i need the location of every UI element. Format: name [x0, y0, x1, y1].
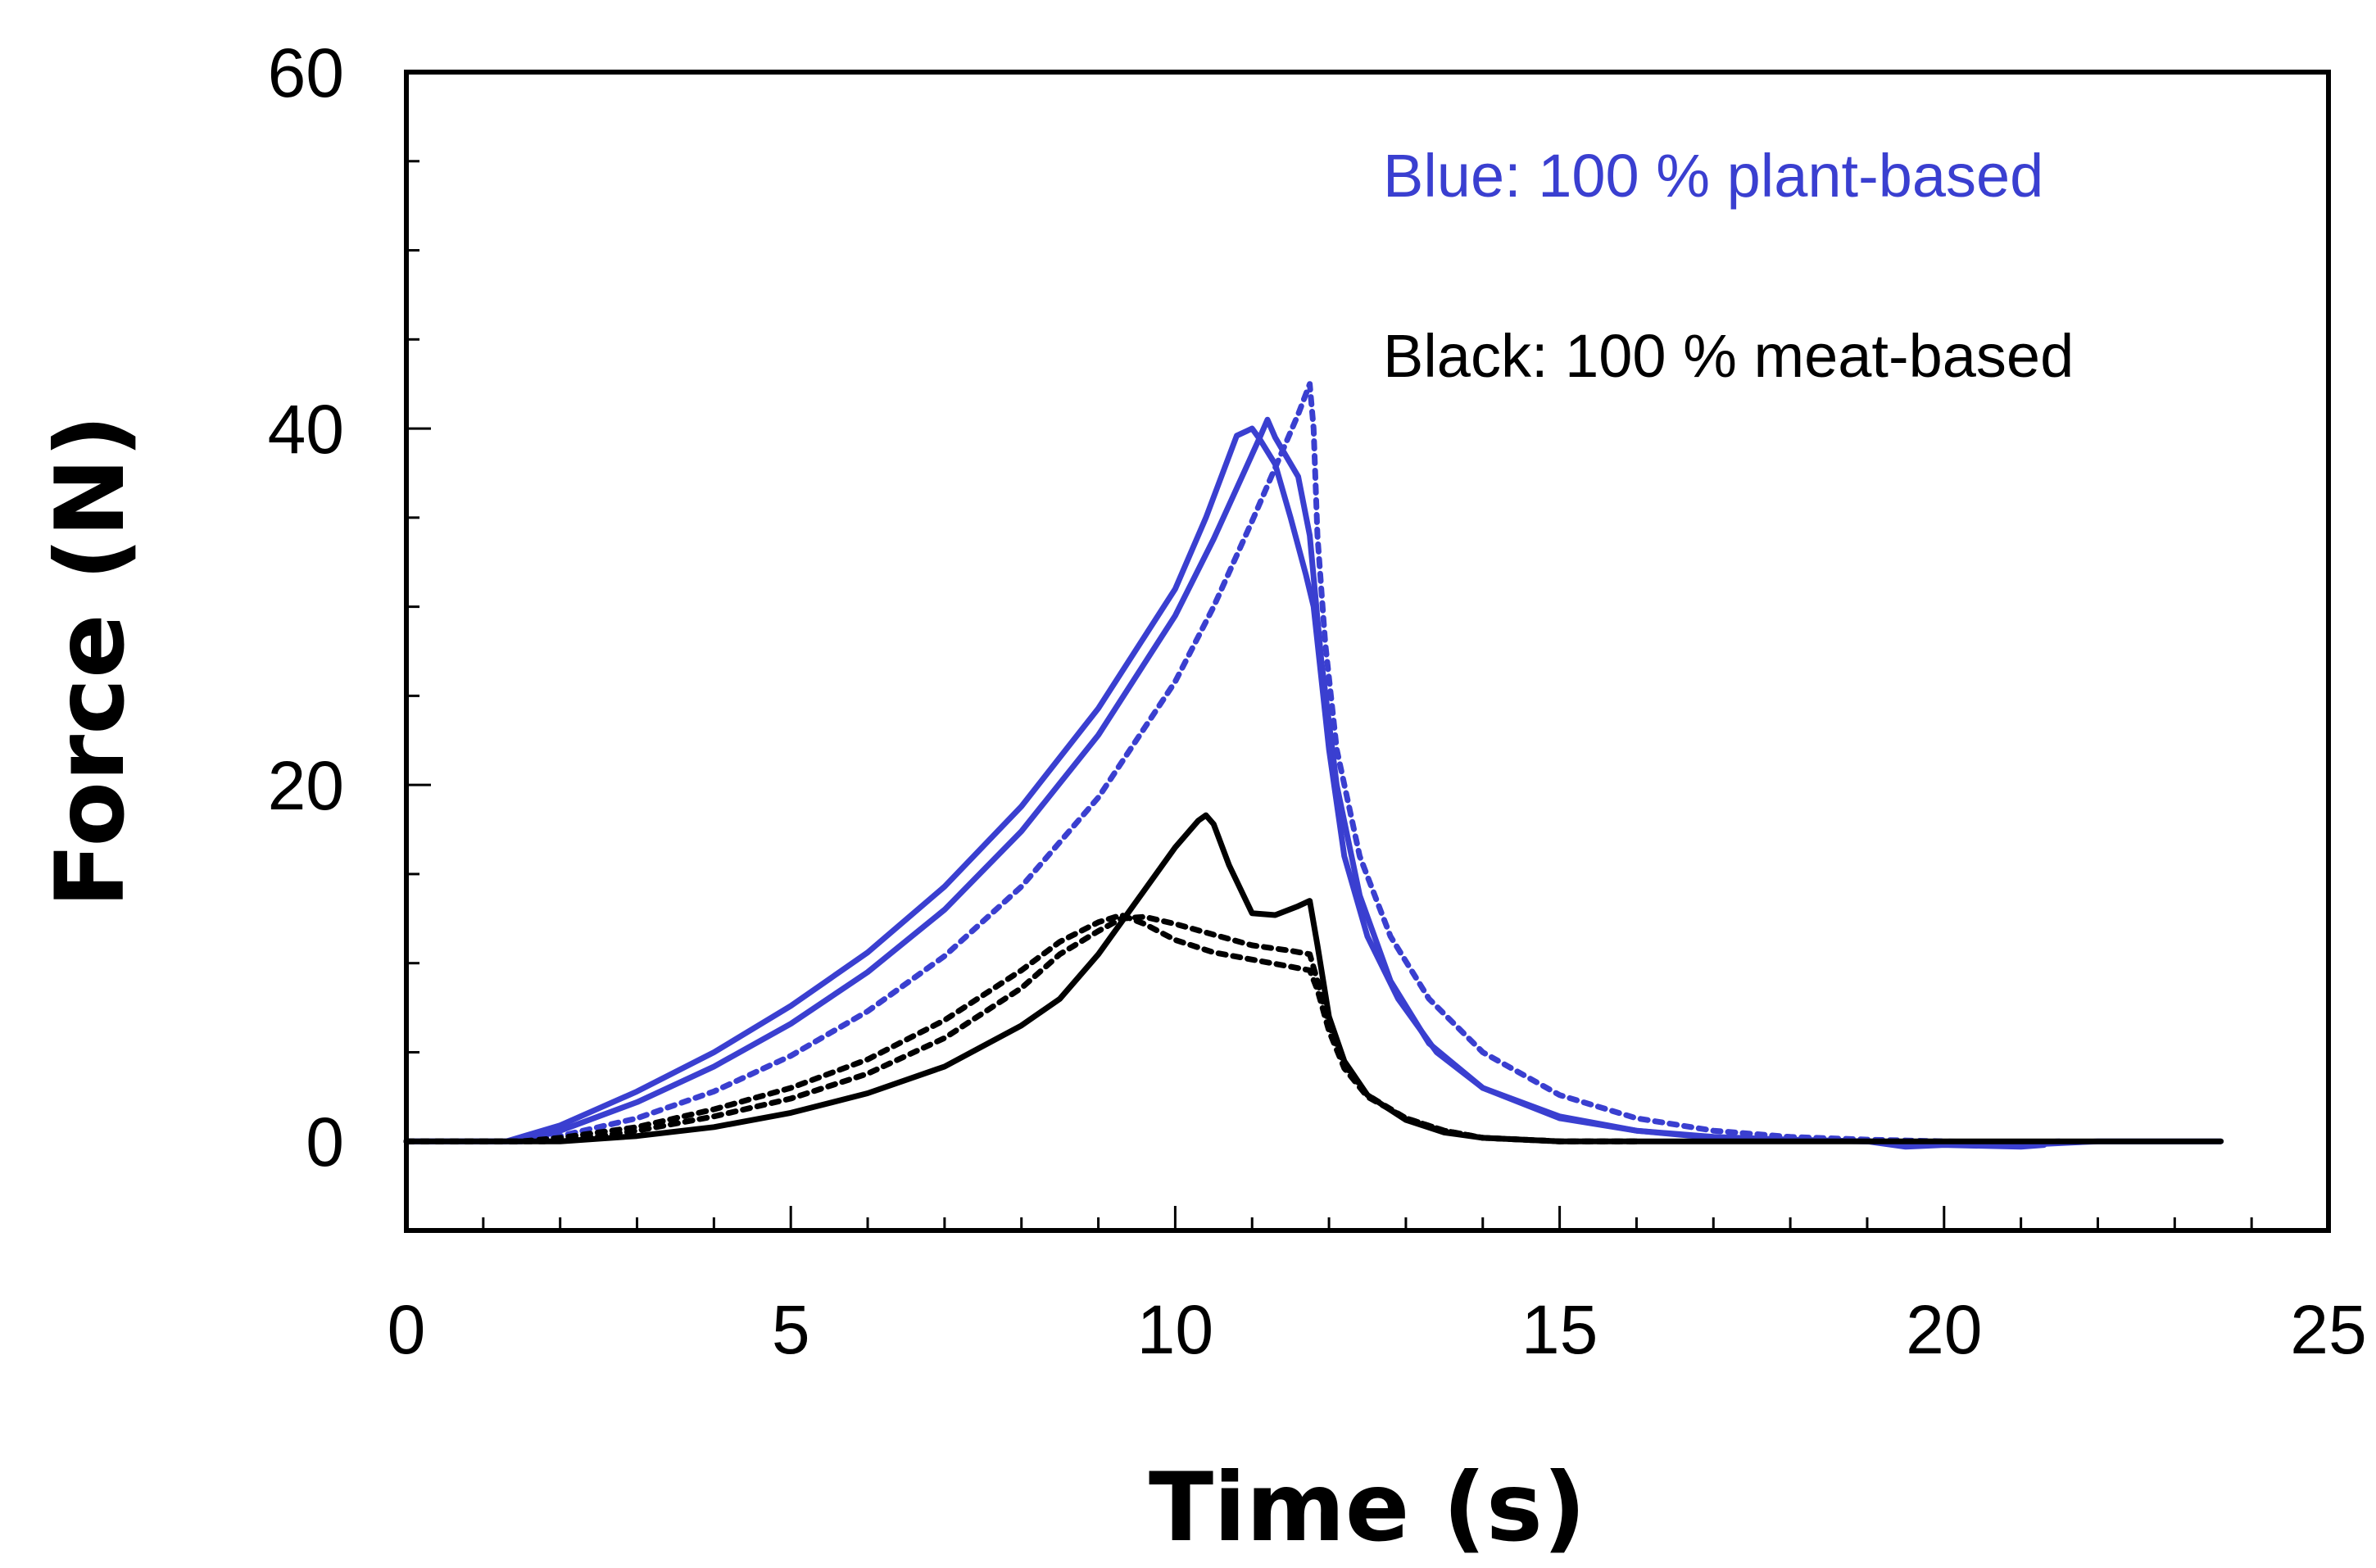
series-layer: [403, 381, 2224, 1150]
legend-plant-based: Blue: 100 % plant-based: [1383, 142, 2043, 210]
x-tick-label: 5: [772, 1291, 810, 1368]
legend-meat-based: Black: 100 % meat-based: [1383, 322, 2074, 390]
y-tick-label: 40: [268, 391, 344, 468]
y-tick-label: 20: [268, 747, 344, 824]
series-line-2: [403, 425, 2047, 1150]
x-tick-label: 0: [388, 1291, 426, 1368]
y-tick-label: 60: [268, 34, 344, 111]
x-tick-label: 20: [1906, 1291, 1982, 1368]
x-axis-title: Time (s): [1149, 1452, 1586, 1563]
y-axis-title: Force (N): [35, 415, 146, 908]
series-line-6: [403, 912, 1639, 1144]
x-tick-label: 25: [2290, 1291, 2366, 1368]
ticks-layer: [406, 160, 2253, 1230]
y-tick-label: 0: [306, 1103, 344, 1181]
series-line-3: [403, 381, 2063, 1146]
plot-frame: [404, 70, 2331, 1233]
x-tick-label: 15: [1521, 1291, 1598, 1368]
x-tick-label: 10: [1137, 1291, 1213, 1368]
tick-labels-layer: 0 5 10 15 20 25 0 20 40 60: [268, 34, 2367, 1368]
